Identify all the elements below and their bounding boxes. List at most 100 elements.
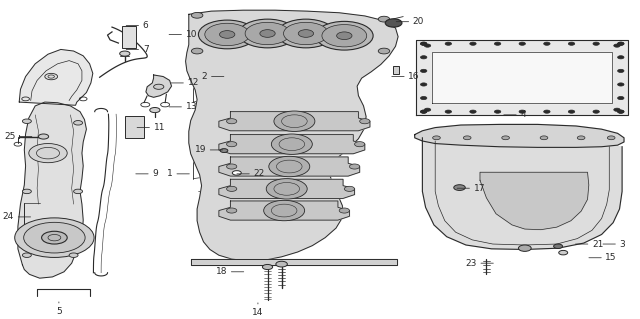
Circle shape — [24, 222, 85, 253]
Text: 1: 1 — [167, 169, 189, 178]
Circle shape — [15, 218, 94, 257]
Circle shape — [337, 32, 352, 40]
Circle shape — [445, 42, 452, 45]
Circle shape — [618, 42, 624, 45]
Circle shape — [29, 144, 67, 163]
Polygon shape — [18, 102, 86, 278]
Circle shape — [298, 30, 314, 37]
Circle shape — [227, 142, 237, 147]
Text: 14: 14 — [252, 303, 264, 317]
Circle shape — [227, 208, 237, 213]
Polygon shape — [219, 201, 349, 220]
Circle shape — [420, 83, 427, 86]
Circle shape — [74, 189, 83, 194]
Text: 13: 13 — [169, 102, 197, 111]
Polygon shape — [191, 259, 397, 265]
Circle shape — [540, 136, 548, 140]
Circle shape — [424, 44, 431, 47]
Circle shape — [284, 22, 328, 45]
Polygon shape — [480, 172, 589, 230]
Circle shape — [271, 134, 312, 154]
Circle shape — [38, 134, 49, 139]
Circle shape — [518, 245, 531, 251]
Circle shape — [463, 136, 471, 140]
Circle shape — [577, 136, 585, 140]
Polygon shape — [219, 135, 365, 154]
Circle shape — [618, 110, 624, 113]
Polygon shape — [146, 75, 172, 97]
Text: 9: 9 — [136, 169, 158, 178]
Circle shape — [198, 20, 256, 49]
Circle shape — [470, 42, 476, 45]
Text: 10: 10 — [169, 30, 197, 39]
Circle shape — [494, 110, 500, 113]
Circle shape — [74, 121, 83, 125]
Text: 3: 3 — [603, 240, 625, 249]
Circle shape — [339, 208, 349, 213]
Bar — [125, 116, 144, 138]
Polygon shape — [219, 112, 370, 131]
Circle shape — [618, 96, 624, 100]
Circle shape — [593, 110, 600, 113]
Circle shape — [274, 111, 315, 131]
Text: 19: 19 — [195, 145, 223, 154]
Text: 11: 11 — [137, 123, 165, 132]
Circle shape — [227, 119, 237, 124]
Circle shape — [445, 110, 452, 113]
Circle shape — [205, 23, 250, 46]
Text: 23: 23 — [465, 259, 493, 268]
Circle shape — [618, 83, 624, 86]
Circle shape — [378, 16, 390, 22]
Circle shape — [322, 25, 367, 47]
Circle shape — [69, 253, 78, 257]
Circle shape — [264, 200, 305, 221]
Circle shape — [420, 69, 427, 72]
Circle shape — [420, 42, 427, 45]
Polygon shape — [19, 49, 93, 105]
Circle shape — [568, 42, 575, 45]
Circle shape — [232, 171, 241, 175]
Circle shape — [22, 253, 31, 257]
Circle shape — [245, 22, 290, 45]
Circle shape — [614, 108, 620, 111]
Circle shape — [45, 73, 58, 80]
Circle shape — [607, 136, 615, 140]
Circle shape — [454, 185, 465, 190]
Text: 21: 21 — [575, 240, 604, 249]
Circle shape — [554, 244, 563, 249]
Circle shape — [378, 48, 390, 54]
Bar — [393, 66, 399, 74]
Circle shape — [269, 156, 310, 177]
Circle shape — [154, 84, 164, 89]
Text: 16: 16 — [392, 72, 420, 81]
Text: 4: 4 — [504, 110, 526, 119]
Circle shape — [519, 110, 525, 113]
Circle shape — [266, 179, 307, 199]
Circle shape — [262, 264, 273, 270]
Circle shape — [420, 110, 427, 113]
Circle shape — [618, 110, 624, 113]
Circle shape — [22, 119, 31, 123]
Circle shape — [191, 12, 203, 18]
Circle shape — [420, 42, 427, 45]
Circle shape — [360, 119, 370, 124]
Polygon shape — [432, 52, 612, 103]
Circle shape — [220, 31, 235, 38]
Circle shape — [420, 110, 427, 113]
Text: 15: 15 — [589, 253, 617, 262]
Circle shape — [559, 250, 568, 255]
Text: 25: 25 — [4, 132, 32, 141]
Circle shape — [227, 186, 237, 191]
Polygon shape — [186, 10, 398, 261]
Circle shape — [568, 110, 575, 113]
Circle shape — [614, 44, 620, 47]
Circle shape — [150, 108, 160, 113]
Bar — [122, 26, 136, 48]
Polygon shape — [415, 124, 624, 147]
Text: 18: 18 — [216, 267, 244, 276]
Circle shape — [543, 42, 550, 45]
Circle shape — [220, 149, 228, 152]
Circle shape — [344, 186, 355, 191]
Circle shape — [593, 42, 600, 45]
Circle shape — [385, 19, 402, 27]
